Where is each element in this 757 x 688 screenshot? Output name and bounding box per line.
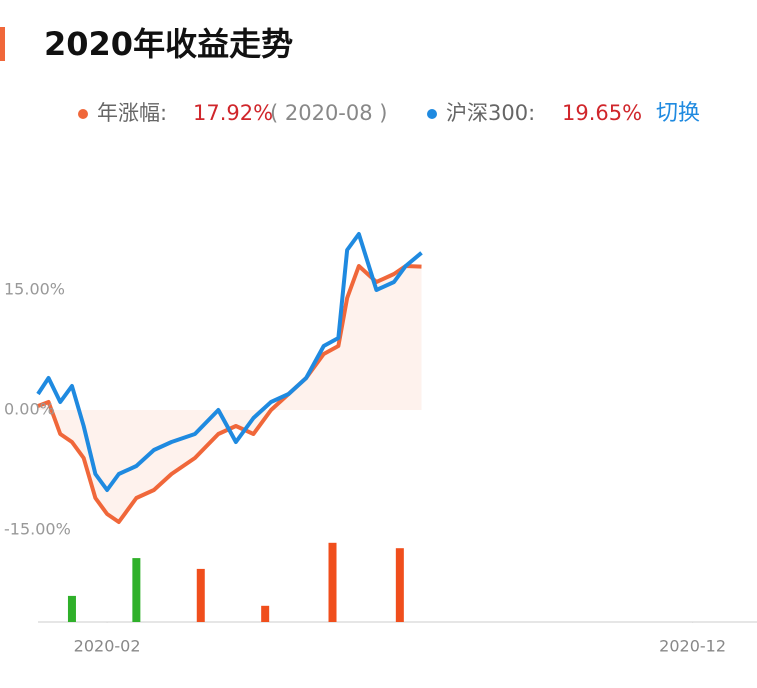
legend-dot [78, 109, 88, 119]
legend-label: 沪深300: [446, 101, 535, 125]
y-tick-label: 0.00% [4, 400, 55, 419]
bar [196, 568, 205, 622]
plot [36, 232, 423, 524]
bar [395, 548, 404, 622]
legend-label: 年涨幅: [97, 101, 167, 125]
legend-dot [427, 109, 437, 119]
y-tick-label: -15.00% [4, 520, 71, 539]
bar [261, 605, 270, 622]
legend-value: 19.65% [562, 101, 642, 125]
bar [67, 595, 76, 622]
area [38, 266, 422, 522]
y-tick-label: 15.00% [4, 280, 65, 299]
title-accent [0, 27, 5, 61]
bar [132, 558, 141, 622]
x-tick-label: 2020-02 [74, 637, 141, 656]
legend-period: ( 2020-08 ) [270, 101, 387, 125]
legend-value: 17.92% [193, 101, 273, 125]
bar [328, 542, 337, 622]
x-tick-label: 2020-12 [659, 637, 726, 656]
line [36, 232, 423, 492]
switch-button[interactable]: 切换 [656, 101, 700, 126]
title: 2020年收益走势 [44, 25, 293, 63]
